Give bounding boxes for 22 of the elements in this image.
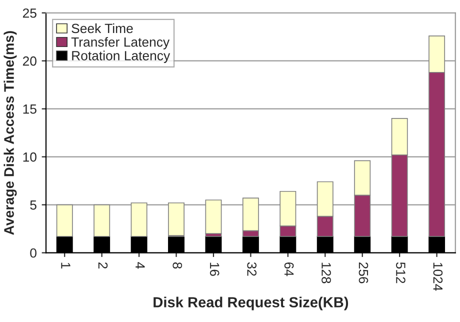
legend-label: Seek Time xyxy=(72,23,133,34)
x-tick-label: 512 xyxy=(396,262,406,284)
x-tick-label: 16 xyxy=(210,262,220,276)
y-tick-label: 20 xyxy=(22,56,36,66)
x-tick-label: 32 xyxy=(247,262,256,276)
x-tick-label: 1 xyxy=(61,262,70,268)
x-tick-label: 1024 xyxy=(433,262,443,291)
x-tick-label: 256 xyxy=(358,262,368,284)
y-axis-title: Average Disk Access Time(ms) xyxy=(4,31,17,235)
x-tick-label: 4 xyxy=(136,262,145,269)
y-tick-label: 5 xyxy=(30,200,36,210)
x-axis-title: Disk Read Request Size(KB) xyxy=(154,296,348,310)
y-tick-label: 25 xyxy=(22,8,36,18)
x-tick-label: 64 xyxy=(284,262,294,276)
y-tick-label: 10 xyxy=(23,152,36,162)
x-tick-label: 2 xyxy=(98,262,108,268)
legend-label: Rotation Latency xyxy=(72,50,170,63)
x-tick-label: 128 xyxy=(322,262,331,284)
x-tick-label: 8 xyxy=(172,262,182,269)
legend-label: Transfer Latency xyxy=(71,37,170,50)
y-tick-label: 0 xyxy=(30,248,36,258)
y-tick-label: 15 xyxy=(23,104,36,114)
